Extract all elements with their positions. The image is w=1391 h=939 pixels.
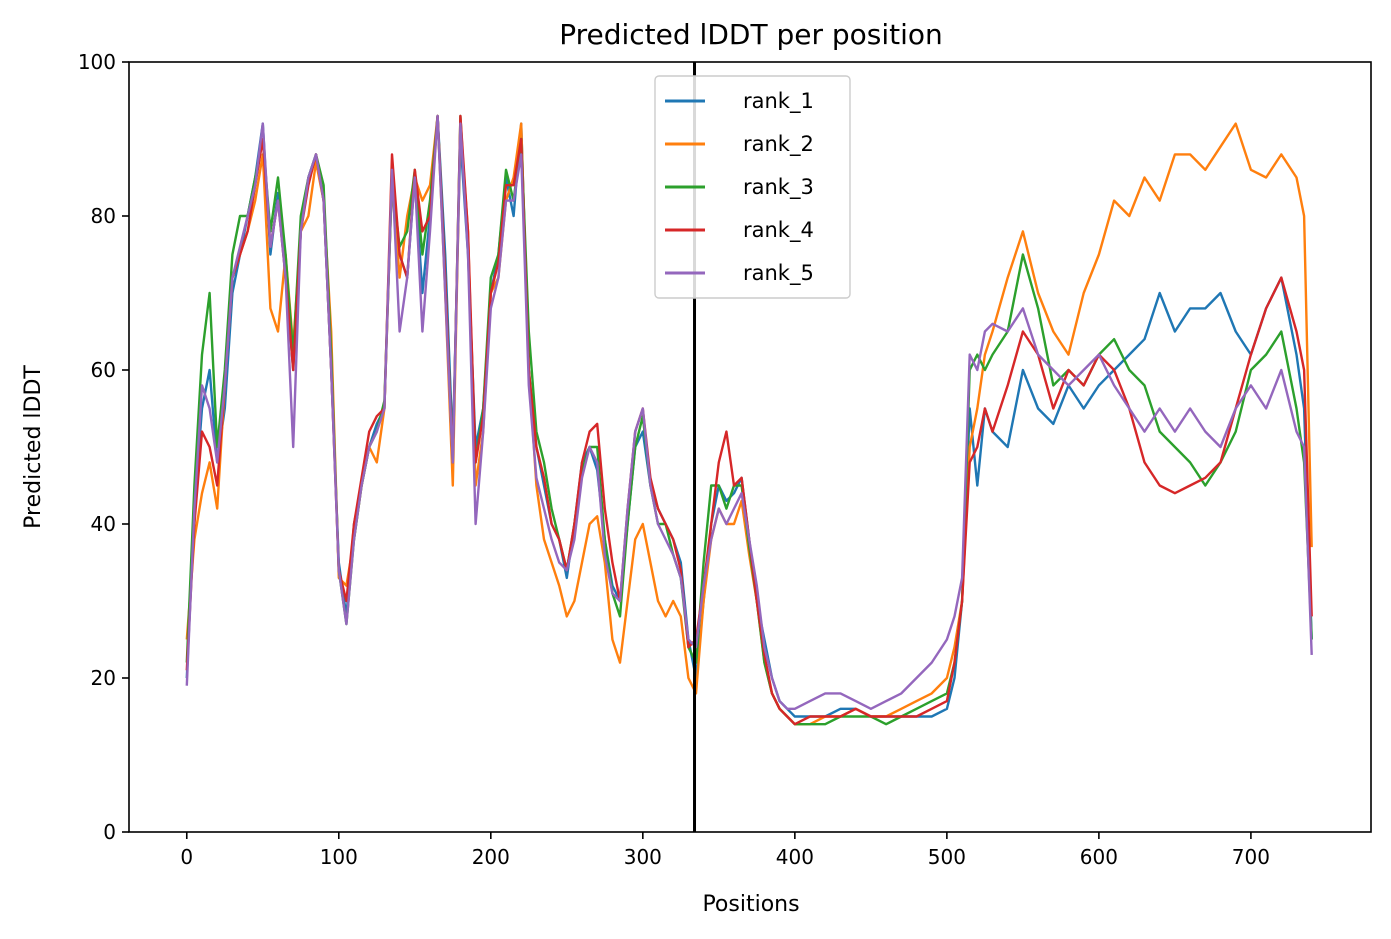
legend-label-rank_2: rank_2 [743, 132, 814, 157]
series-line-rank_5 [185, 114, 1313, 710]
x-tick-label: 100 [320, 845, 358, 869]
chart-title: Predicted lDDT per position [559, 18, 943, 51]
x-axis-label: Positions [702, 892, 799, 917]
x-tick-label: 0 [180, 845, 193, 869]
y-tick-label: 40 [91, 512, 116, 536]
legend-label-rank_3: rank_3 [743, 175, 814, 200]
x-tick-label: 400 [776, 845, 814, 869]
legend-label-rank_5: rank_5 [743, 261, 814, 286]
x-tick-label: 500 [928, 845, 966, 869]
y-tick-label: 80 [91, 204, 116, 228]
legend-label-rank_4: rank_4 [743, 218, 814, 243]
x-tick-label: 200 [472, 845, 510, 869]
y-tick-label: 0 [103, 820, 116, 844]
legend-label-rank_1: rank_1 [743, 89, 814, 114]
y-axis-label: Predicted lDDT [21, 365, 46, 529]
x-tick-label: 700 [1232, 845, 1270, 869]
x-tick-label: 600 [1080, 845, 1118, 869]
y-axis: 0 20 40 60 80 100 [78, 50, 129, 844]
x-tick-label: 300 [624, 845, 662, 869]
plot-frame [128, 61, 1372, 833]
y-tick-label: 100 [78, 50, 116, 74]
y-tick-label: 60 [91, 358, 116, 382]
legend-box [654, 75, 851, 299]
legend: rank_1 rank_2 rank_3 rank_4 rank_5 [654, 75, 851, 299]
y-tick-label: 20 [91, 666, 116, 690]
x-axis: 0 100 200 300 400 500 600 700 [180, 832, 1270, 869]
